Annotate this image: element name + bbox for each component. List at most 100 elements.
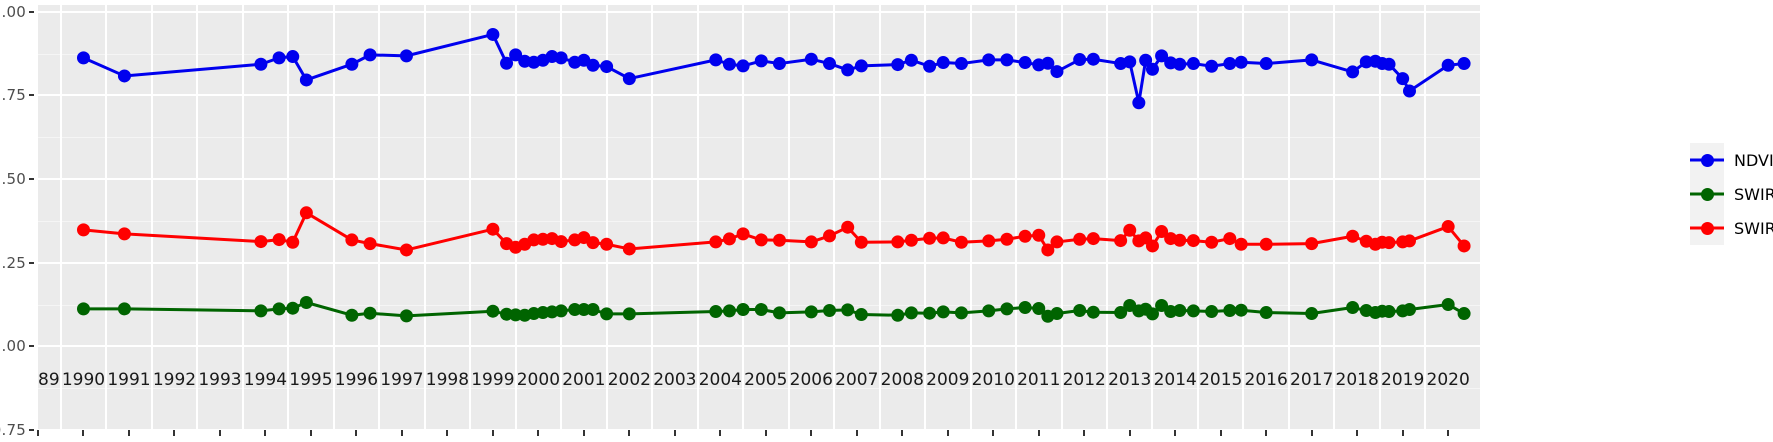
data-point [1259,237,1273,251]
x-tick-mark [764,430,767,436]
data-point [854,308,868,322]
gridline-horizontal [38,10,1480,13]
gridline-vertical [560,5,563,430]
data-point [586,58,600,72]
x-tick-mark [127,430,130,436]
data-point [1396,72,1410,86]
y-tick-label: 1.25 [0,253,26,272]
data-point [1145,62,1159,76]
x-tick-mark [719,430,722,436]
data-point [76,223,90,237]
y-tick-label: 1.00 [0,337,26,356]
data-point [286,235,300,249]
y-tick-mark [29,429,34,431]
data-point [600,237,614,251]
data-point [1234,237,1248,251]
x-tick-mark [1265,430,1268,436]
x-tick-label: 2014 [1153,370,1197,390]
series-line [81,32,1466,105]
data-point [923,59,937,73]
data-point [954,306,968,320]
data-point [117,302,131,316]
data-point [1402,234,1416,248]
data-point [772,306,786,320]
data-point [754,303,768,317]
gridline-vertical [1378,5,1381,430]
x-tick-mark [992,430,995,436]
data-point [363,237,377,251]
data-point [600,307,614,321]
data-point [1000,232,1014,246]
data-point [1346,229,1360,243]
data-point [1457,239,1471,253]
data-point [1000,53,1014,67]
legend-item-swir1[interactable]: SWIR1 [1690,211,1773,245]
data-point [345,308,359,322]
x-tick-mark [628,430,631,436]
legend-dot [1700,187,1714,201]
x-tick-mark [901,430,904,436]
x-tick-label: 1995 [289,370,333,390]
data-point [1000,302,1014,316]
data-point [954,235,968,249]
x-tick-mark [1401,430,1404,436]
x-tick-mark [264,430,267,436]
data-point [936,305,950,319]
gridline-vertical [196,5,199,430]
x-tick-label: 2010 [971,370,1015,390]
data-point [1234,303,1248,317]
series-swir1 [76,206,1471,257]
legend-item-swir2[interactable]: SWIR2 [1690,177,1773,211]
data-point [736,303,750,317]
data-point [399,309,413,323]
data-point [1050,65,1064,79]
data-point [891,308,905,322]
data-point [823,57,837,71]
data-point [1145,307,1159,321]
x-tick-label: 1999 [471,370,515,390]
data-point [1346,65,1360,79]
legend-label: SWIR2 [1734,184,1773,204]
data-point [299,73,313,87]
data-point [904,53,918,67]
data-point [804,235,818,249]
data-point [1173,304,1187,318]
x-tick-label: 2000 [516,370,561,390]
gridline-vertical [1333,5,1336,430]
data-point [1145,239,1159,253]
gridline-vertical [833,5,836,430]
x-tick-label: 2015 [1199,370,1243,390]
data-point [1259,306,1273,320]
y-axis: 2.00 1.75 1.50 1.25 1.00 0.75 [0,0,38,442]
data-point [286,50,300,64]
data-point [486,222,500,236]
gridline-horizontal-minor [38,220,1480,222]
x-tick-mark [810,430,813,436]
data-point [299,206,313,220]
data-point [772,57,786,71]
data-point [254,57,268,71]
y-tick-label: 1.75 [0,86,26,105]
data-point [272,233,286,247]
x-tick-mark [946,430,949,436]
data-point [509,48,523,62]
data-point [1139,53,1153,67]
data-point [982,234,996,248]
data-point [722,57,736,71]
x-tick-mark [582,430,585,436]
data-point [754,233,768,247]
data-point [1123,223,1137,237]
data-point [1073,53,1087,67]
x-tick-mark [1037,430,1040,436]
series-swir2 [76,296,1471,323]
legend-label: NDVI [1734,150,1773,170]
gridline-horizontal-minor [38,53,1480,55]
x-tick-label: 1993 [198,370,242,390]
x-tick-label: 1992 [152,370,197,390]
x-tick-mark [491,430,494,436]
y-tick-label: 1.50 [0,170,26,189]
data-point [117,227,131,241]
data-point [1032,228,1046,242]
legend-item-ndvi[interactable]: NDVI [1690,143,1773,177]
